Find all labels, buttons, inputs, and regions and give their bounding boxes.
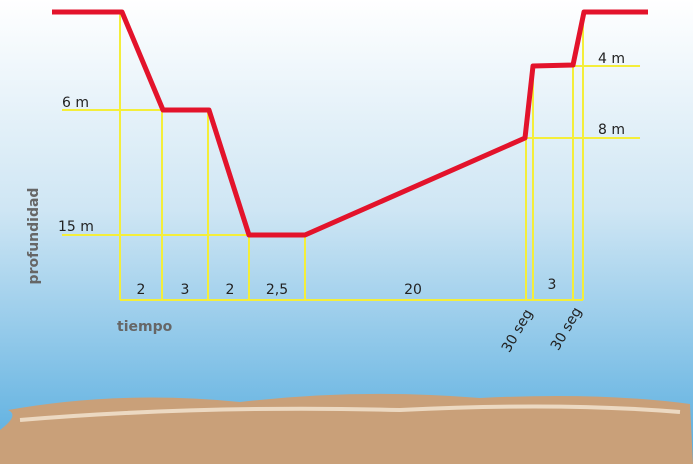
y-axis-label: profundidad — [26, 188, 42, 285]
depth-label: 6 m — [62, 95, 89, 111]
depth-label: 15 m — [58, 219, 94, 235]
duration-label: 3 — [181, 282, 190, 298]
sand — [0, 393, 693, 464]
guide-lines — [62, 12, 640, 301]
depth-label: 8 m — [598, 122, 625, 138]
sand-highlight — [19, 404, 681, 422]
duration-label: 3 — [548, 277, 557, 293]
duration-label: 2,5 — [266, 282, 288, 298]
depth-label: 4 m — [598, 51, 625, 67]
duration-label: 2 — [137, 282, 146, 298]
dive-line — [52, 9, 648, 238]
x-axis-label: tiempo — [117, 319, 173, 335]
duration-label: 2 — [226, 282, 235, 298]
duration-label: 20 — [404, 282, 422, 298]
